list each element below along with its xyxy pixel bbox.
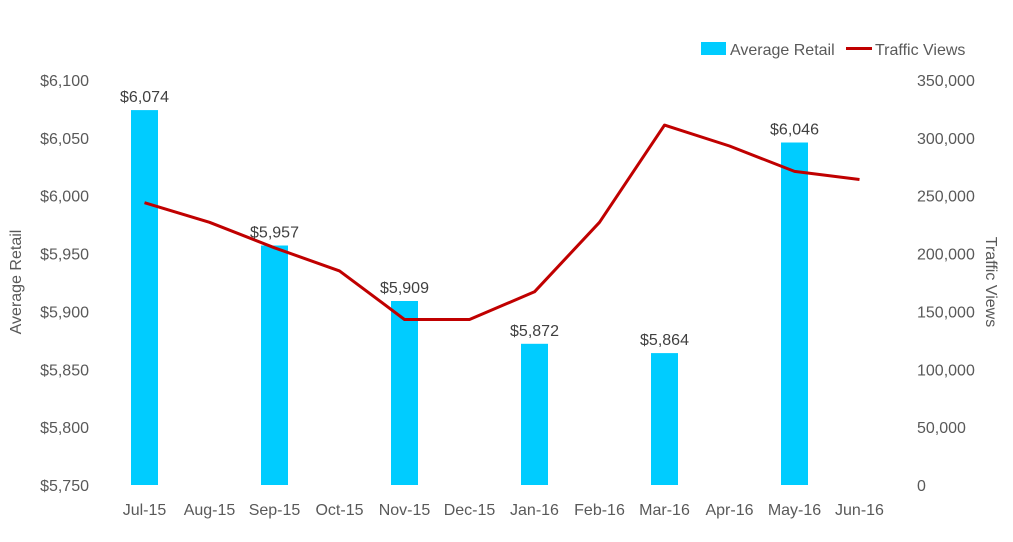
legend-label-traffic-views: Traffic Views xyxy=(875,42,965,59)
x-tick-label: Apr-16 xyxy=(705,502,753,519)
bar-nov-15 xyxy=(391,301,418,485)
y-tick-label: $5,800 xyxy=(40,420,89,437)
y2-axis-title: Traffic Views xyxy=(982,237,999,327)
y-tick-label: $5,850 xyxy=(40,362,89,379)
x-tick-label: Dec-15 xyxy=(444,502,496,519)
y-tick-label: $6,050 xyxy=(40,131,89,148)
y2-tick-label: 300,000 xyxy=(917,131,975,148)
y2-tick-label: 250,000 xyxy=(917,189,975,206)
y2-tick-label: 200,000 xyxy=(917,247,975,264)
x-tick-label: Jun-16 xyxy=(835,502,884,519)
y-tick-label: $5,750 xyxy=(40,478,89,495)
legend-label-average-retail: Average Retail xyxy=(730,42,835,59)
y-axis-title: Average Retail xyxy=(8,230,25,335)
y2-tick-label: 150,000 xyxy=(917,304,975,321)
data-label: $5,872 xyxy=(510,323,559,340)
y-tick-label: $5,900 xyxy=(40,304,89,321)
x-tick-label: Jan-16 xyxy=(510,502,559,519)
x-tick-label: May-16 xyxy=(768,502,821,519)
legend-swatch-average-retail xyxy=(701,42,726,55)
x-tick-label: Oct-15 xyxy=(315,502,363,519)
data-label: $5,864 xyxy=(640,332,689,349)
y-tick-label: $6,000 xyxy=(40,189,89,206)
data-label: $5,957 xyxy=(250,225,299,242)
traffic-views-line xyxy=(144,123,860,321)
y-tick-label: $6,100 xyxy=(40,73,89,90)
bar-mar-16 xyxy=(651,353,678,485)
x-tick-label: Sep-15 xyxy=(249,502,301,519)
data-label: $6,046 xyxy=(770,122,819,139)
x-tick-label: Nov-15 xyxy=(379,502,431,519)
x-tick-label: Mar-16 xyxy=(639,502,690,519)
bar-may-16 xyxy=(781,142,808,485)
y2-tick-label: 350,000 xyxy=(917,73,975,90)
data-label: $6,074 xyxy=(120,89,169,106)
y2-tick-label: 100,000 xyxy=(917,362,975,379)
legend: Average Retail Traffic Views xyxy=(701,42,965,59)
y-tick-label: $5,950 xyxy=(40,247,89,264)
bar-jan-16 xyxy=(521,343,548,485)
bar-jul-15 xyxy=(131,110,158,485)
bar-sep-15 xyxy=(261,245,288,485)
y2-tick-label: 50,000 xyxy=(917,420,966,437)
x-tick-label: Feb-16 xyxy=(574,502,625,519)
y2-tick-label: 0 xyxy=(917,478,926,495)
data-label: $5,909 xyxy=(380,280,429,297)
x-tick-label: Aug-15 xyxy=(184,502,236,519)
x-tick-label: Jul-15 xyxy=(123,502,167,519)
